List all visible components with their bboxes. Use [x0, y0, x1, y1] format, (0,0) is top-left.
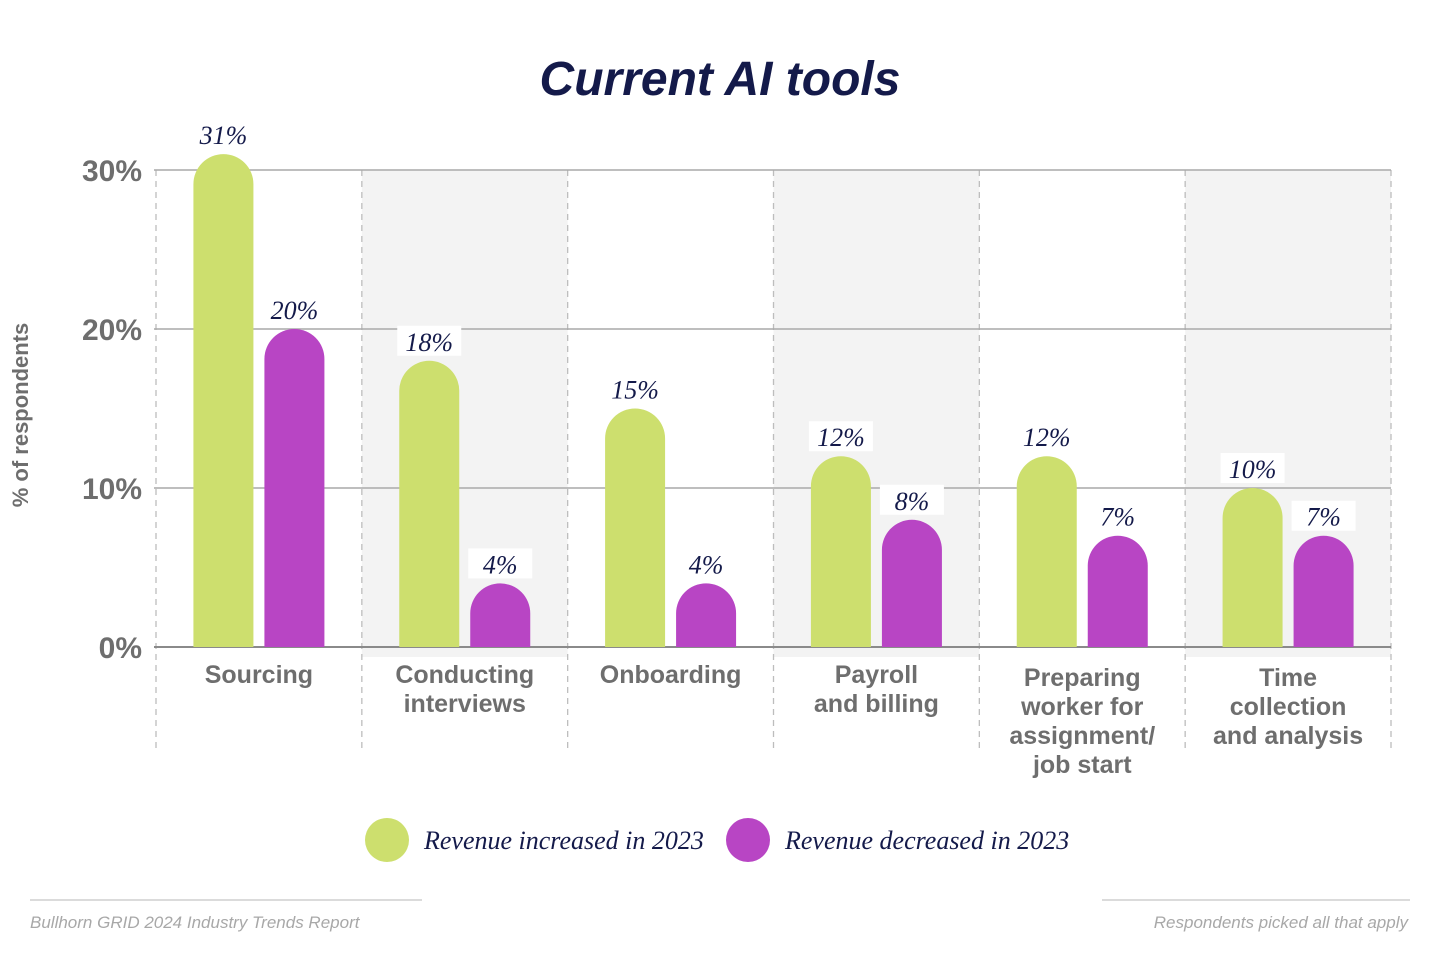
legend-label-decreased: Revenue decreased in 2023 — [784, 826, 1069, 855]
legend: Revenue increased in 2023 Revenue decrea… — [365, 818, 1069, 862]
data-label-bg — [603, 373, 668, 404]
category-label: Time collection and analysis — [1213, 664, 1363, 750]
legend-swatch-increased — [365, 818, 409, 862]
bar — [605, 408, 666, 647]
data-label: 7% — [1306, 503, 1341, 532]
data-label: 4% — [689, 550, 724, 579]
data-label-bg — [468, 548, 533, 579]
gridlines — [154, 169, 1392, 748]
category-labels: Sourcing Conducting interviews Onboarding Pa… — [205, 661, 1363, 779]
bar — [470, 583, 531, 647]
data-label-bg — [191, 119, 256, 150]
footer-note: Respondents picked all that apply — [1154, 913, 1410, 932]
data-label: 8% — [895, 487, 930, 516]
category-label-line: Preparing — [1024, 664, 1141, 692]
data-label-bg — [808, 421, 873, 452]
bar — [810, 456, 871, 647]
data-label-bg — [1291, 500, 1356, 531]
category-panel — [1185, 170, 1391, 657]
y-tick-label: 0% — [99, 632, 142, 665]
category-panel — [773, 170, 980, 657]
bar — [1222, 488, 1283, 647]
data-label-bg — [1014, 421, 1079, 452]
bar — [193, 154, 254, 647]
y-tick-label: 10% — [82, 473, 142, 506]
chart-title: Current AI tools — [540, 53, 901, 106]
category-label: Sourcing — [205, 661, 313, 689]
data-label-bg — [262, 294, 327, 324]
category-backgrounds — [361, 170, 1391, 657]
y-tick-label: 20% — [82, 314, 142, 347]
category-label-line: Payroll — [835, 661, 918, 689]
data-label: 10% — [1229, 455, 1277, 484]
bar — [264, 329, 325, 647]
bar — [1293, 535, 1354, 647]
bar — [399, 360, 460, 647]
data-label-bg — [1220, 453, 1285, 483]
footer-source: Bullhorn GRID 2024 Industry Trends Repor… — [30, 913, 361, 932]
bar — [676, 583, 737, 647]
bar — [881, 519, 942, 647]
data-label: 31% — [199, 121, 248, 150]
category-label: Preparing worker for assignment/job start — [1009, 664, 1155, 779]
category-label-line: Onboarding — [600, 661, 742, 689]
category-label: Payroll and billing — [814, 661, 939, 718]
category-label-line: interviews — [404, 690, 526, 718]
data-label-bg — [397, 325, 462, 356]
data-label-bg — [879, 484, 944, 515]
category-label-line: Conducting — [395, 661, 534, 689]
y-tick-label: 30% — [82, 155, 142, 188]
data-label-bg — [674, 548, 739, 579]
legend-label-increased: Revenue increased in 2023 — [423, 826, 704, 855]
y-axis-ticks: 0% 10% 20% 30% — [82, 155, 142, 665]
data-label: 20% — [271, 296, 319, 325]
bars — [193, 154, 1354, 647]
legend-swatch-decreased — [726, 818, 770, 862]
data-label-bg — [1085, 500, 1150, 531]
data-label: 12% — [1023, 423, 1071, 452]
data-labels: 31% 18% 15% 12% 12% 10% 20% 4% 4% 8% 7% 7% — [191, 119, 1356, 579]
bar — [1087, 535, 1148, 647]
data-label: 15% — [611, 376, 659, 405]
data-label: 7% — [1100, 503, 1135, 532]
category-label-line: job start — [1032, 751, 1132, 779]
category-panel — [361, 170, 568, 657]
category-label-line: assignment/ — [1009, 722, 1155, 750]
bar — [1016, 456, 1077, 647]
category-label-line: Time — [1259, 664, 1317, 692]
category-label-line: and analysis — [1213, 722, 1363, 750]
category-label: Onboarding — [600, 661, 742, 689]
data-label: 12% — [817, 423, 865, 452]
y-axis-label: % of respondents — [8, 323, 33, 508]
category-label: Conducting interviews — [395, 661, 534, 718]
category-label-line: collection — [1230, 693, 1347, 721]
data-label: 4% — [483, 550, 518, 579]
category-label-line: Sourcing — [205, 661, 313, 689]
category-label-line: worker for — [1020, 693, 1144, 721]
data-label: 18% — [405, 328, 453, 357]
category-label-line: and billing — [814, 690, 939, 718]
